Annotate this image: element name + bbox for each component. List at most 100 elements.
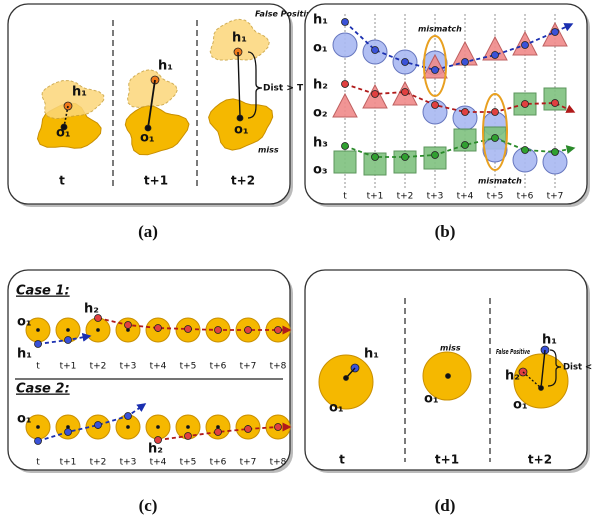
- dot: [551, 148, 559, 156]
- label: mismatch: [418, 25, 462, 34]
- label: t+6: [210, 458, 227, 468]
- label: o₁: [513, 398, 528, 413]
- link: [540, 349, 546, 389]
- label: t+8: [270, 362, 287, 372]
- object-region: [124, 105, 190, 156]
- dot: [124, 321, 132, 329]
- label: o₁: [140, 131, 155, 146]
- hypothesis-region: [41, 80, 105, 120]
- dot: [34, 340, 42, 348]
- label: h₁: [17, 347, 32, 362]
- label: t+3: [120, 458, 137, 468]
- label: t+1: [60, 362, 77, 372]
- link: [147, 79, 156, 129]
- dot: [124, 412, 132, 420]
- dot: [156, 425, 160, 429]
- dot: [36, 328, 40, 332]
- link: [522, 371, 542, 389]
- dot: [551, 28, 559, 36]
- obj-square: [333, 150, 357, 174]
- dot: [64, 336, 72, 344]
- dot: [445, 373, 451, 379]
- label: t+2: [90, 458, 107, 468]
- label: h₁: [72, 85, 87, 100]
- dot: [214, 428, 222, 436]
- hypothesis-region: [209, 18, 270, 61]
- dot: [371, 90, 379, 98]
- label: Case 2:: [16, 382, 70, 397]
- dot: [521, 41, 529, 49]
- label: False Positive: [255, 10, 317, 19]
- label: t+7: [240, 362, 257, 372]
- label: Dist > T: [263, 84, 304, 94]
- label: t+4: [150, 458, 167, 468]
- dot: [461, 141, 469, 149]
- dot: [96, 328, 100, 332]
- dot: [343, 375, 349, 381]
- label: h₂: [313, 78, 328, 93]
- label: o₂: [313, 106, 328, 121]
- label: h₁: [158, 59, 173, 74]
- label: t+5: [180, 362, 197, 372]
- label: t: [59, 174, 65, 188]
- dot: [36, 425, 40, 429]
- bracket: [247, 51, 263, 119]
- link: [237, 51, 241, 117]
- label: miss: [440, 344, 461, 353]
- dot: [186, 425, 190, 429]
- dot: [371, 46, 379, 54]
- dot: [144, 124, 152, 132]
- object-region: [208, 98, 274, 151]
- label: t: [36, 362, 40, 372]
- label: t: [36, 458, 40, 468]
- dot: [461, 108, 469, 116]
- dot: [66, 425, 70, 429]
- label: h₁: [542, 333, 557, 348]
- dot: [274, 326, 282, 334]
- dot: [34, 437, 42, 445]
- dot: [214, 326, 222, 334]
- label: t+7: [240, 458, 257, 468]
- label: t+6: [517, 192, 534, 202]
- dot: [551, 99, 559, 107]
- label: o₁: [17, 412, 32, 427]
- dot: [431, 66, 439, 74]
- label: (a): [138, 222, 158, 241]
- obj-triangle: [332, 92, 358, 118]
- label: Case 1:: [16, 284, 70, 299]
- label: o₁: [313, 41, 328, 56]
- label: h₃: [313, 136, 328, 151]
- dot: [184, 325, 192, 333]
- label: mismatch: [478, 177, 522, 186]
- dot: [401, 153, 409, 161]
- obj-square: [453, 128, 477, 152]
- dot: [461, 58, 469, 66]
- trajectory: [97, 317, 292, 335]
- label: o₁: [424, 392, 439, 407]
- dot: [341, 142, 349, 150]
- label: miss: [258, 146, 279, 155]
- label: t+3: [427, 192, 444, 202]
- label: t+3: [120, 362, 137, 372]
- obj-square: [363, 152, 387, 176]
- label: t+2: [397, 192, 414, 202]
- bracket: [547, 349, 562, 387]
- mismatch-ring: [482, 93, 508, 171]
- label: h₂: [505, 369, 520, 384]
- label: t+1: [367, 192, 384, 202]
- label: o₃: [313, 163, 328, 178]
- obj-square: [543, 87, 567, 111]
- label: t: [343, 192, 347, 202]
- dot: [66, 328, 70, 332]
- dot: [126, 425, 130, 429]
- label: t+2: [231, 174, 255, 188]
- label: Dist < T: [563, 363, 592, 373]
- label: t+1: [144, 174, 168, 188]
- dot: [491, 51, 499, 59]
- dot: [216, 425, 220, 429]
- dot: [401, 88, 409, 96]
- label: h₁: [232, 31, 247, 46]
- dot: [431, 151, 439, 159]
- dot: [244, 425, 252, 433]
